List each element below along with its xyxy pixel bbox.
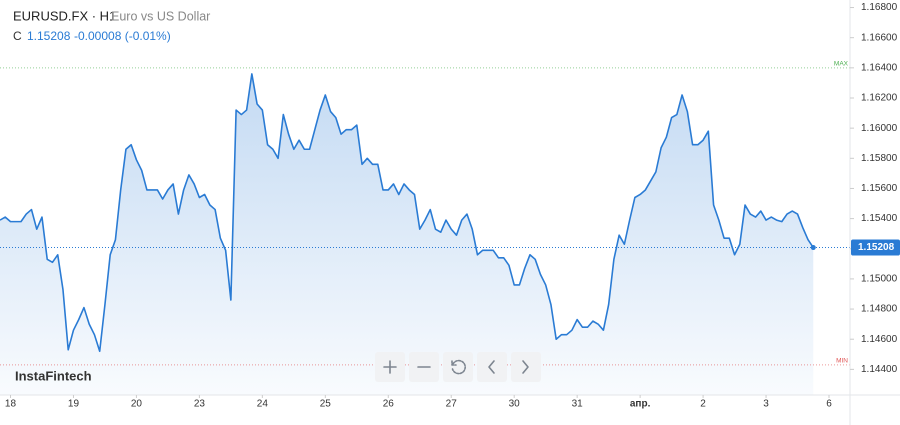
y-tick-label: 1.16400 (861, 62, 898, 73)
y-tick-label: 1.15600 (861, 183, 898, 194)
y-tick-label: 1.14800 (861, 304, 898, 315)
close-value: 1.15208 (27, 29, 71, 43)
plot-area (0, 67, 850, 396)
y-tick-label: 1.16600 (861, 32, 898, 43)
x-tick-label: 25 (320, 399, 332, 410)
subtitle: Euro vs US Dollar (111, 9, 210, 23)
line (0, 73, 814, 353)
y-tick-label: 1.14400 (861, 364, 898, 375)
zoom-out-button[interactable] (409, 352, 439, 382)
close-prefix: C (13, 29, 22, 43)
scroll-left-button[interactable] (477, 352, 507, 382)
toolbar (375, 352, 541, 382)
change: -0.00008 (-0.01%) (74, 29, 171, 43)
symbol: EURUSD.FX · H1 (13, 8, 116, 23)
close-tag (851, 239, 900, 256)
y-tick-label: 1.16200 (861, 93, 898, 104)
min-line-label: MIN (836, 358, 848, 365)
x-tick-label: 19 (68, 399, 80, 410)
x-tick-label: 3 (763, 399, 769, 410)
y-tick-label: 1.15400 (861, 213, 898, 224)
x-tick-label: 2 (700, 399, 706, 410)
x-tick-label: 26 (383, 399, 395, 410)
watermark: InstaFintech (15, 368, 92, 383)
x-tick-label: апр. (630, 399, 651, 410)
close-tag-label: 1.15208 (858, 242, 895, 253)
x-tick-label: 30 (509, 399, 521, 410)
x-tick-label: 24 (257, 399, 269, 410)
y-tick-label: 1.14600 (861, 334, 898, 345)
scroll-right-button[interactable] (511, 352, 541, 382)
y-tick-label: 1.15000 (861, 274, 898, 285)
y-tick-label: 1.16000 (861, 123, 898, 134)
reset-button[interactable] (443, 352, 473, 382)
zoom-in-button[interactable] (375, 352, 405, 382)
x-tick-label: 20 (131, 399, 143, 410)
x-tick-label: 27 (446, 399, 458, 410)
max-line-label: MAX (834, 61, 849, 68)
x-tick-label: 6 (826, 399, 832, 410)
area (0, 73, 814, 396)
y-tick-label: 1.15800 (861, 153, 898, 164)
x-tick-label: 31 (572, 399, 584, 410)
y-tick-label: 1.16800 (861, 2, 898, 13)
x-tick-label: 23 (194, 399, 206, 410)
x-tick-label: 18 (5, 399, 17, 410)
